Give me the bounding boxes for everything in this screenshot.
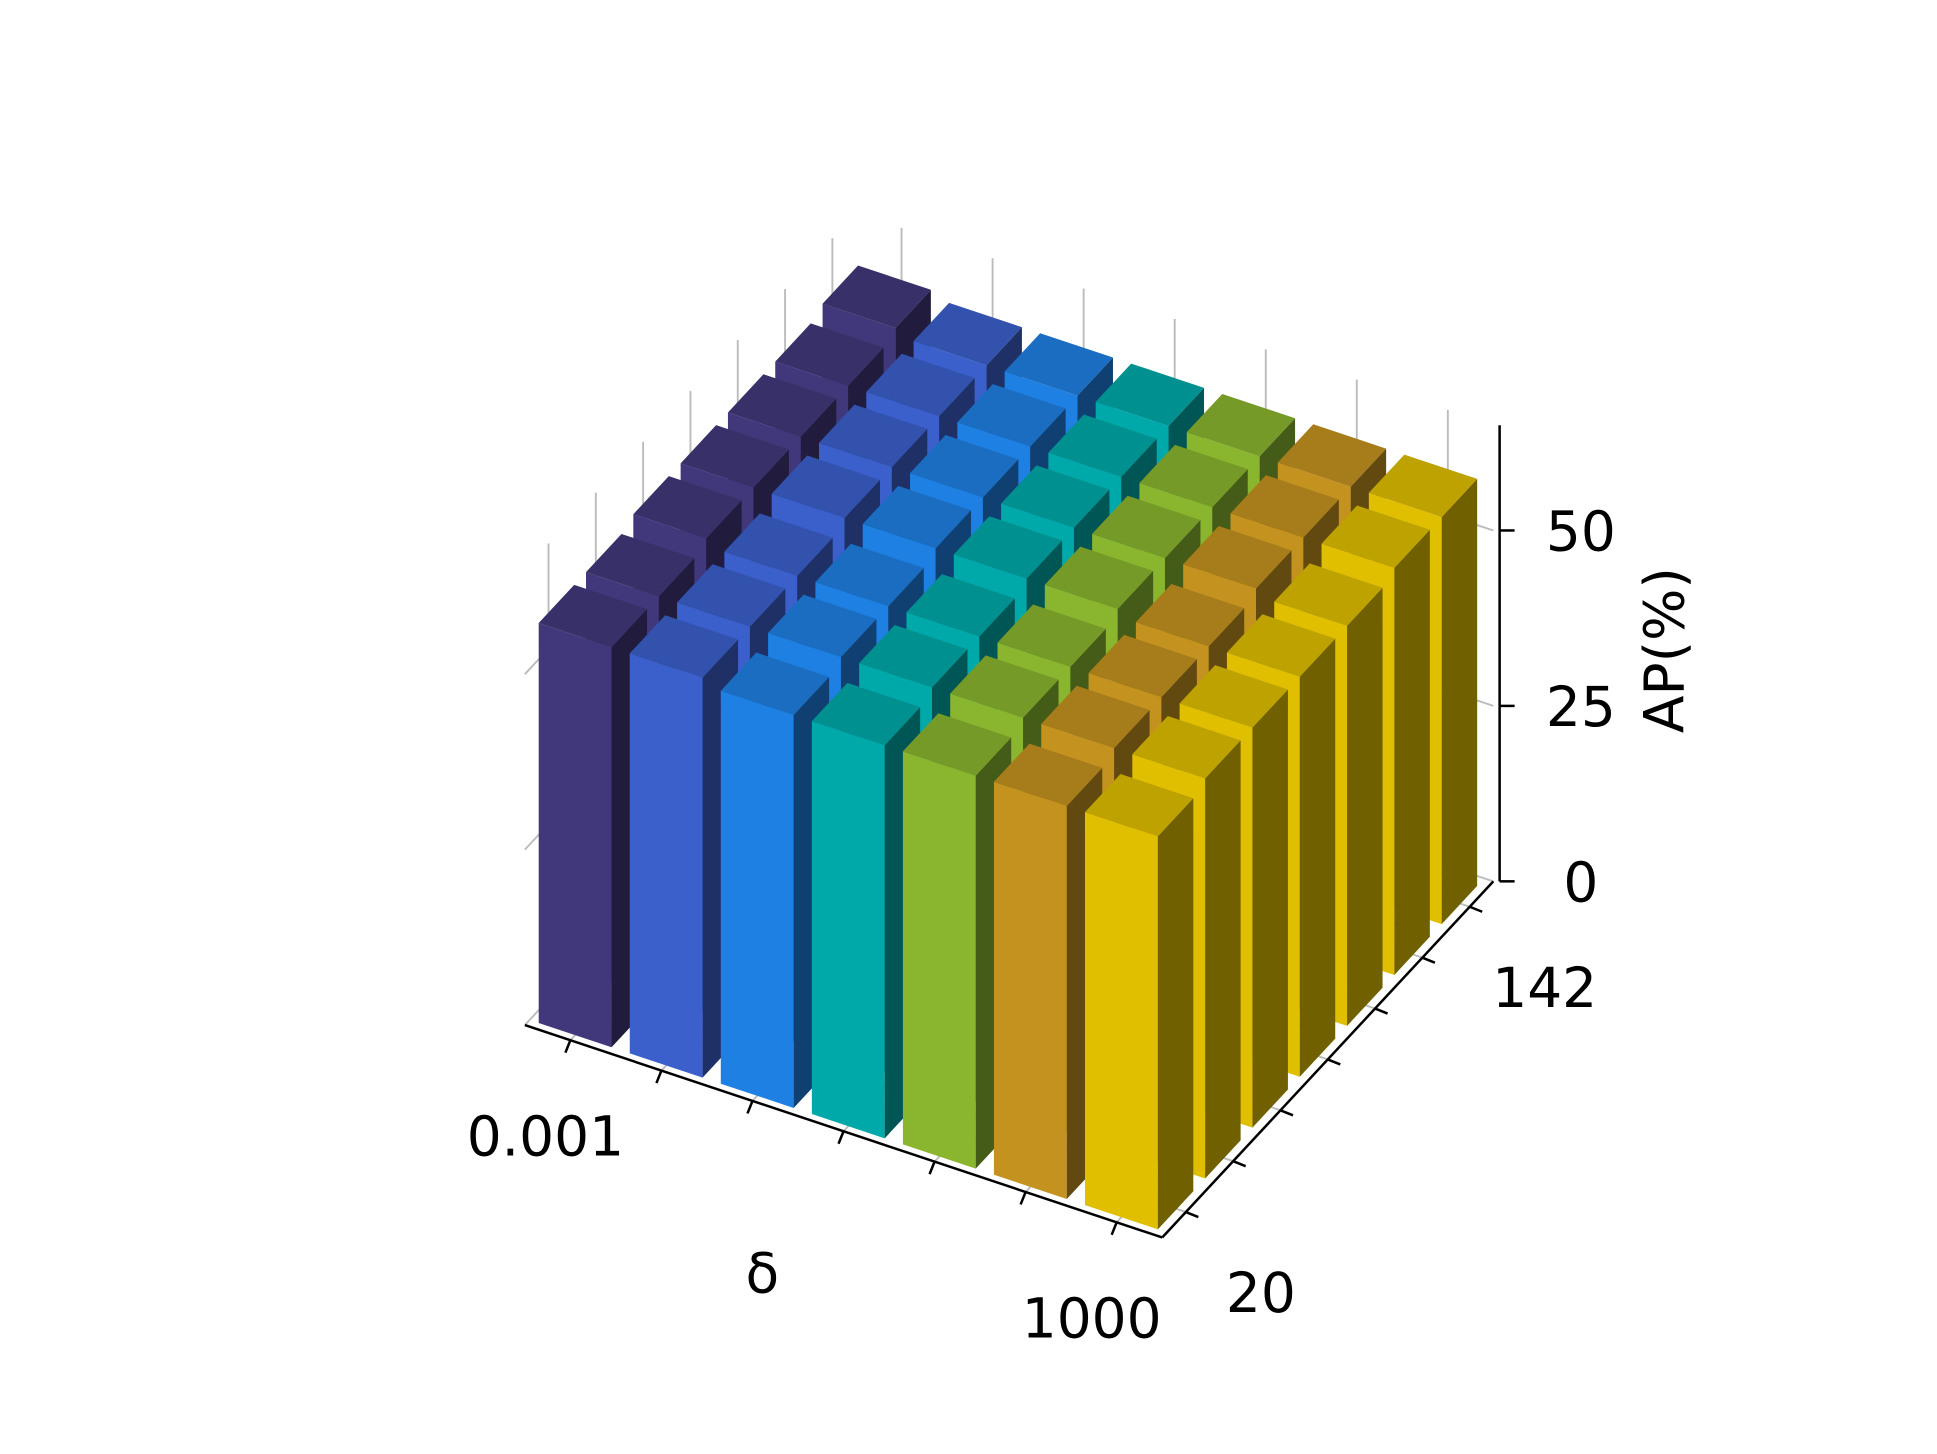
bar-top xyxy=(1041,685,1150,749)
bar-side xyxy=(1347,587,1383,1026)
bar-front xyxy=(538,623,612,1048)
bar-top xyxy=(1044,546,1154,610)
bar-top xyxy=(910,435,1019,498)
bar-top xyxy=(818,404,928,468)
bar-top xyxy=(1274,563,1383,626)
bar-top xyxy=(997,604,1106,667)
bar-side xyxy=(1205,740,1241,1179)
bar-top xyxy=(953,516,1063,579)
bar-top xyxy=(1277,424,1387,487)
depth-tick xyxy=(1280,1109,1294,1117)
bar-top xyxy=(822,265,931,328)
x-tick-label: 1000 xyxy=(1022,1286,1162,1350)
bar-top xyxy=(724,513,833,576)
bar-top xyxy=(902,713,1012,776)
bar-top xyxy=(1048,414,1157,477)
bar-top xyxy=(771,455,880,518)
bar-top xyxy=(815,543,924,607)
bar-top xyxy=(1226,614,1336,677)
bar-top xyxy=(859,625,968,688)
x-tick xyxy=(655,1070,663,1084)
depth-tick xyxy=(1327,1058,1341,1066)
bar-top xyxy=(1230,475,1339,538)
bar-top xyxy=(727,374,837,437)
bar-top xyxy=(866,353,975,417)
bar-top xyxy=(993,743,1103,807)
bar-top xyxy=(720,652,830,715)
depth-tick xyxy=(1421,956,1436,964)
bar-top xyxy=(1321,505,1430,568)
z-tick-label: 0 xyxy=(1563,850,1598,914)
z-tick-label: 50 xyxy=(1546,500,1616,564)
bar-top xyxy=(913,302,1022,366)
bar-top xyxy=(586,533,695,597)
bar-side xyxy=(1394,529,1430,975)
bar-front xyxy=(629,653,703,1078)
bar-top xyxy=(775,323,884,386)
bar-top xyxy=(768,594,877,658)
depth-tick xyxy=(1185,1210,1199,1219)
bar-top xyxy=(950,655,1059,718)
bar-side xyxy=(1252,689,1288,1128)
bar-top xyxy=(633,476,742,539)
x-tick xyxy=(837,1130,845,1145)
bar-top xyxy=(957,384,1066,447)
bar-top xyxy=(680,425,789,488)
bar-top xyxy=(1139,444,1248,508)
bar-top xyxy=(1092,495,1201,559)
bar-top xyxy=(906,574,1015,637)
depth-tick-label: 20 xyxy=(1226,1261,1296,1325)
x-tick-label: 0.001 xyxy=(467,1104,624,1168)
bar-top xyxy=(1179,665,1288,728)
bar-front xyxy=(811,721,885,1139)
bar-top xyxy=(1084,773,1194,837)
x-tick xyxy=(1110,1221,1118,1236)
bar-top xyxy=(1004,333,1113,396)
bar-front xyxy=(720,690,794,1108)
bar xyxy=(1084,773,1194,1230)
x-axis-label: δ xyxy=(745,1242,779,1306)
bar-top xyxy=(1135,583,1245,647)
bar-front xyxy=(1084,812,1158,1230)
depth-tick-label: 142 xyxy=(1492,956,1597,1020)
z-axis-label: AP(%) xyxy=(1632,567,1696,733)
depth-tick xyxy=(1469,905,1483,913)
bar-top xyxy=(1368,454,1478,518)
bar-front xyxy=(902,751,976,1169)
bar-top xyxy=(538,584,648,648)
bar-top xyxy=(629,615,739,678)
depth-tick xyxy=(1232,1160,1247,1168)
bar-top xyxy=(1186,393,1296,457)
bar-top xyxy=(1132,716,1241,779)
bar-side xyxy=(1157,798,1194,1230)
bar-top xyxy=(862,485,972,549)
depth-tick xyxy=(1374,1007,1389,1015)
z-tick-label: 25 xyxy=(1546,675,1616,739)
bar-top xyxy=(1001,465,1110,528)
bar-top xyxy=(811,682,921,746)
x-tick xyxy=(746,1100,754,1114)
bar-side xyxy=(1441,478,1478,925)
bar-top xyxy=(1088,634,1197,698)
x-tick xyxy=(564,1039,572,1054)
x-tick xyxy=(1019,1191,1027,1205)
x-tick xyxy=(928,1161,936,1175)
bar-front xyxy=(993,781,1067,1200)
bar-top xyxy=(1183,526,1292,589)
bar-side xyxy=(1299,638,1336,1077)
bar-top xyxy=(1095,363,1205,427)
bar-top xyxy=(677,564,786,627)
